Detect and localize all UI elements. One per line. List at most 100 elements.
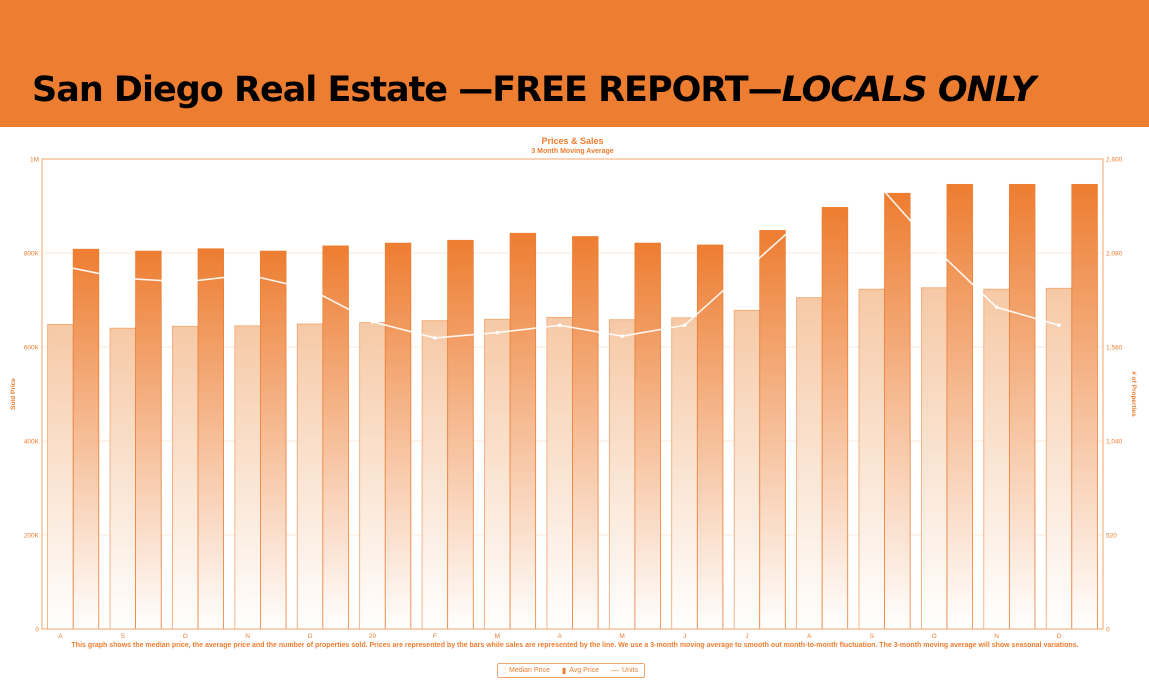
- avg-bar-icon: ▮: [561, 665, 567, 675]
- median-price-bar: [109, 327, 137, 630]
- median-price-bar: [359, 322, 386, 630]
- chart-svg: Prices & Sales 3 Month Moving Average 0 0 20…: [10, 136, 1137, 640]
- legend-units[interactable]: — Units: [611, 665, 638, 675]
- plot-frame: [41, 158, 1104, 630]
- x-tick-label: J: [683, 633, 686, 640]
- median-price-bar: [421, 320, 449, 630]
- banner-title-main: San Diego Real Estate —FREE REPORT—: [32, 70, 783, 110]
- units-point: [932, 245, 936, 250]
- units-point: [121, 276, 125, 281]
- legend-median-label: Median Price: [508, 667, 550, 674]
- x-tick-label: D: [1057, 633, 1062, 640]
- x-tick-label: D: [308, 633, 313, 640]
- x-tick-label: S: [121, 633, 126, 640]
- x-tick-label: S: [870, 633, 875, 640]
- y-tick-label: 600K: [24, 345, 40, 352]
- avg-price-bar: [572, 236, 599, 630]
- y2-tick-label: 2,600: [1106, 157, 1123, 164]
- legend-units-label: Units: [622, 667, 638, 674]
- median-price-bar: [296, 323, 324, 630]
- y-tick-label: 0: [35, 627, 39, 634]
- avg-price-bar: [447, 239, 474, 630]
- y2-tick-label: 1,560: [1106, 345, 1123, 352]
- avg-price-bar: [509, 232, 537, 630]
- avg-price-bar: [634, 242, 661, 630]
- x-tick-label: N: [994, 633, 999, 640]
- y-axis-label: Sold Price: [10, 378, 17, 410]
- y-tick-label: 800K: [24, 251, 40, 258]
- avg-price-bar: [1008, 183, 1036, 630]
- chart-caption: This graph shows the median price, the a…: [71, 642, 1079, 649]
- chart-subtitle: 3 Month Moving Average: [531, 148, 613, 155]
- x-tick-label: J: [745, 633, 748, 640]
- x-tick-label: O: [932, 633, 937, 640]
- banner-title: San Diego Real Estate —FREE REPORT—LOCAL…: [32, 70, 1037, 110]
- y-tick-label: 200K: [24, 533, 40, 540]
- avg-price-bar: [384, 242, 412, 630]
- x-tick-label: A: [58, 633, 63, 640]
- chart-title: Prices & Sales: [541, 136, 603, 146]
- units-point: [807, 211, 812, 216]
- y2-tick-label: 0: [1106, 627, 1110, 634]
- y2-tick-label: 2,080: [1106, 251, 1123, 258]
- x-tick-label: F: [433, 633, 437, 640]
- units-point: [58, 263, 63, 268]
- median-price-bar: [796, 297, 823, 630]
- units-point: [869, 175, 874, 179]
- report-banner: San Diego Real Estate —FREE REPORT—LOCAL…: [0, 0, 1149, 127]
- x-tick-label: M: [619, 633, 624, 640]
- x-tick-label: A: [558, 633, 563, 640]
- units-point: [682, 323, 687, 328]
- legend-avg-label: Avg Price: [569, 667, 600, 674]
- avg-price-bar: [260, 250, 287, 630]
- median-price-bar: [983, 288, 1010, 630]
- x-tick-label: N: [245, 633, 250, 640]
- y2-tick-label: 520: [1106, 533, 1117, 540]
- avg-price-bar: [322, 245, 349, 630]
- median-bar-icon: ⫶: [503, 665, 506, 675]
- median-price-bar: [172, 325, 199, 630]
- avg-price-bar: [946, 183, 973, 630]
- median-price-bar: [47, 324, 74, 630]
- avg-price-bar: [197, 248, 225, 630]
- median-price-bar: [671, 317, 698, 630]
- units-point: [1057, 323, 1061, 328]
- units-point: [183, 280, 188, 284]
- x-tick-label: A: [807, 633, 812, 640]
- units-point: [308, 287, 312, 291]
- units-point: [557, 323, 562, 328]
- units-point: [245, 272, 250, 277]
- median-price-bar: [234, 325, 261, 630]
- y2-tick-label: 1,040: [1106, 439, 1123, 446]
- legend-avg-price[interactable]: ▮ Avg Price: [561, 665, 600, 675]
- legend-median-price[interactable]: ⫶ Median Price: [503, 665, 550, 675]
- chart-legend: ⫶ Median Price ▮ Avg Price — Units: [497, 663, 645, 678]
- y-tick-label: 400K: [24, 439, 40, 446]
- avg-price-bar: [759, 230, 786, 630]
- median-price-bar: [608, 319, 636, 630]
- x-tick-label: 20: [369, 633, 377, 640]
- units-point: [433, 336, 437, 340]
- median-price-bar: [858, 288, 885, 630]
- median-price-bar: [1045, 287, 1073, 630]
- avg-price-bar: [135, 250, 162, 630]
- units-point: [370, 319, 375, 324]
- y2-axis-label: # of Properties: [1130, 371, 1137, 417]
- avg-price-bar: [72, 248, 100, 630]
- median-price-bar: [733, 309, 761, 630]
- units-point: [620, 334, 624, 338]
- avg-price-bar: [884, 192, 911, 630]
- units-point: [994, 305, 999, 310]
- x-tick-label: M: [495, 633, 500, 640]
- banner-title-emphasis: LOCALS ONLY: [781, 70, 1037, 110]
- prices-sales-chart: Prices & Sales 3 Month Moving Average 0 0 20…: [0, 127, 1149, 689]
- median-price-bar: [546, 316, 573, 630]
- units-point: [745, 267, 749, 272]
- x-tick-label: O: [183, 633, 188, 640]
- median-price-bar: [484, 318, 511, 630]
- units-point: [495, 330, 500, 335]
- y-tick-label: 1M: [30, 157, 39, 164]
- avg-price-bar: [821, 207, 849, 630]
- avg-price-bar: [1071, 183, 1098, 630]
- units-line-icon: —: [611, 665, 620, 675]
